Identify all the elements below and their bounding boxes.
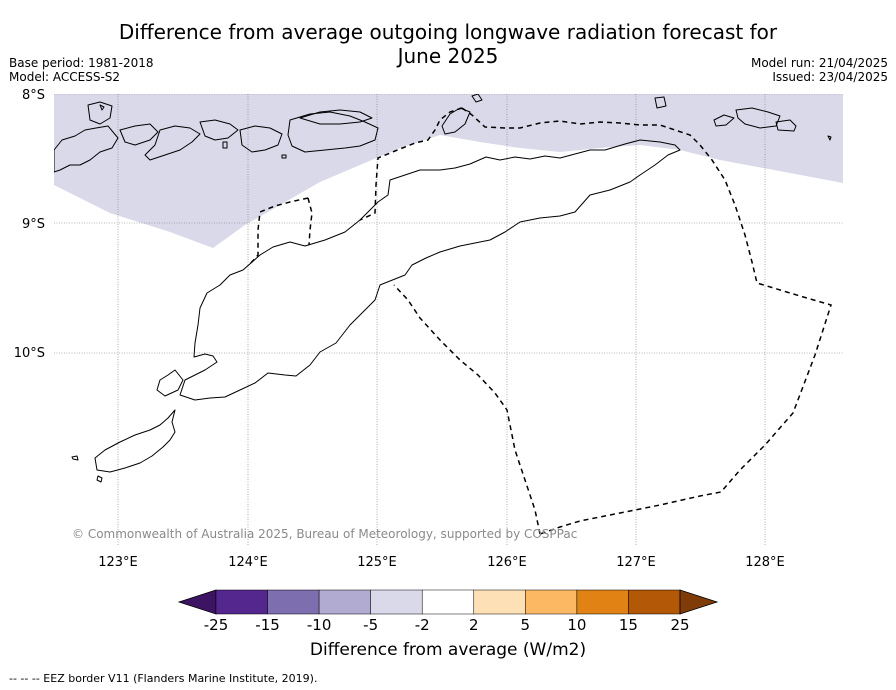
colorbar-tick-label: 10 — [567, 616, 586, 634]
lat-label-8s: 8°S — [22, 88, 45, 103]
map-title: Difference from average outgoing longwav… — [0, 20, 896, 68]
meta-right: Model run: 21/04/2025 Issued: 23/04/2025 — [751, 56, 888, 84]
lon-label-127e: 127°E — [616, 555, 656, 570]
lat-label-9s: 9°S — [22, 217, 45, 232]
lon-label-126e: 126°E — [487, 555, 527, 570]
timor-coastline — [179, 139, 681, 401]
title-line-1: Difference from average outgoing longwav… — [118, 20, 778, 44]
alor-coastline — [239, 125, 283, 153]
meta-left: Base period: 1981-2018 Model: ACCESS-S2 — [9, 56, 154, 84]
colorbar-box — [370, 589, 423, 615]
eez-border-timor — [359, 107, 463, 221]
colorbar-tick-label: -25 — [204, 616, 229, 634]
lon-label-124e: 124°E — [228, 555, 268, 570]
colorbar-box — [318, 589, 371, 615]
colorbar-label: Difference from average (W/m2) — [309, 640, 587, 660]
colorbar-tick-label: 2 — [469, 616, 479, 634]
base-period: Base period: 1981-2018 — [9, 56, 154, 70]
anomaly-shading — [54, 94, 843, 248]
colorbar-arrow-high — [679, 589, 719, 615]
lon-label-123e: 123°E — [98, 555, 138, 570]
colorbar-box — [215, 589, 268, 615]
eez-borders — [249, 107, 832, 535]
wetar-coastline — [299, 109, 373, 125]
colorbar-box — [576, 589, 629, 615]
flores-coastline — [54, 125, 119, 173]
colorbar-tick-label: 25 — [670, 616, 689, 634]
lon-label-128e: 128°E — [745, 555, 785, 570]
colorbar-tick-label: -10 — [307, 616, 332, 634]
model-name: Model: ACCESS-S2 — [9, 70, 121, 84]
colorbar-tick-label: -5 — [363, 616, 378, 634]
colorbar-box — [473, 589, 526, 615]
title-line-2: June 2025 — [397, 44, 499, 68]
rote-coastline — [94, 409, 176, 473]
lat-label-10s: 10°S — [14, 346, 45, 361]
eez-footnote: -- -- -- EEZ border V11 (Flanders Marine… — [9, 672, 318, 685]
issued-date: Issued: 23/04/2025 — [772, 70, 888, 84]
model-run: Model run: 21/04/2025 — [750, 56, 888, 70]
copyright-text: © Commonwealth of Australia 2025, Bureau… — [72, 527, 578, 541]
eez-border-north — [461, 107, 832, 535]
semau-coastline — [156, 369, 184, 397]
colorbar-box — [267, 589, 320, 615]
eez-border-oecusse — [249, 197, 313, 265]
coastlines — [54, 94, 832, 483]
colorbar-tick-label: 5 — [521, 616, 531, 634]
colorbar-tick-label: -2 — [415, 616, 430, 634]
gridlines — [54, 94, 843, 546]
colorbar-box — [628, 589, 681, 615]
colorbar-tick-label: 15 — [619, 616, 638, 634]
colorbar-box — [525, 589, 578, 615]
colorbar-arrow-low — [177, 589, 217, 615]
colorbar-tick-label: -15 — [255, 616, 280, 634]
lon-label-125e: 125°E — [357, 555, 397, 570]
colorbar-box — [421, 589, 475, 615]
